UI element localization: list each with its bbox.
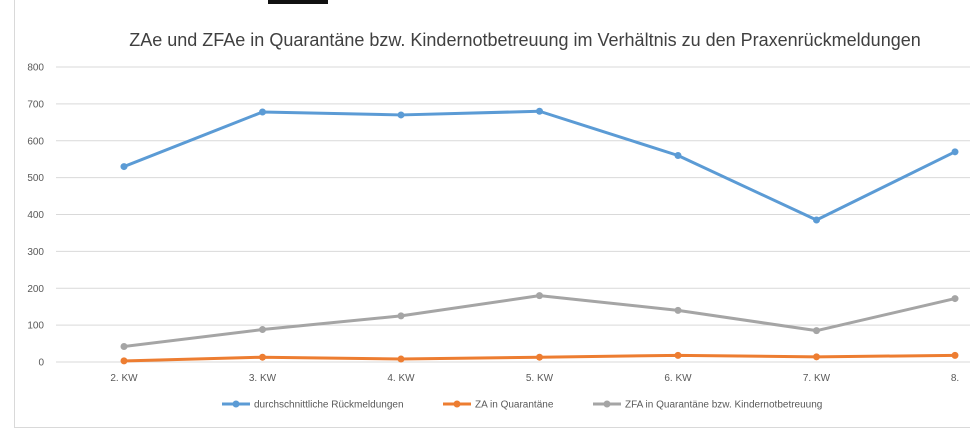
- legend-label: ZFA in Quarantäne bzw. Kindernotbetreuun…: [625, 400, 822, 411]
- data-point: [120, 163, 128, 171]
- data-point: [536, 107, 543, 115]
- x-tick-label: 7. KW: [803, 373, 831, 384]
- y-axis-ticks: 0 100 200 300 400 500 600 700 800: [27, 63, 44, 369]
- data-point: [397, 111, 405, 119]
- x-tick-label: 2. KW: [110, 373, 138, 384]
- x-tick-label: 8.: [951, 373, 959, 384]
- x-axis-ticks: 2. KW 3. KW 4. KW 5. KW 6. KW 7. KW 8.: [110, 373, 959, 384]
- legend: durchschnittliche Rückmeldungen ZA in Qua…: [222, 400, 822, 411]
- data-point: [259, 326, 266, 334]
- y-tick-label: 300: [27, 247, 44, 258]
- data-point: [536, 292, 543, 300]
- y-tick-label: 600: [27, 136, 44, 147]
- data-point: [397, 312, 405, 320]
- gridlines: [56, 66, 970, 363]
- data-point: [813, 327, 820, 335]
- series-lines: [120, 107, 959, 365]
- data-point: [951, 295, 959, 303]
- legend-swatch-marker: [232, 400, 240, 408]
- legend-swatch-marker: [603, 400, 611, 408]
- data-point: [813, 216, 820, 224]
- data-point: [674, 351, 682, 359]
- y-tick-label: 400: [27, 210, 44, 221]
- data-point: [674, 306, 682, 314]
- x-tick-label: 6. KW: [664, 373, 692, 384]
- series-line: [123, 294, 956, 349]
- y-tick-label: 800: [27, 63, 44, 74]
- data-point: [536, 353, 543, 361]
- data-point: [397, 355, 405, 363]
- x-tick-label: 4. KW: [387, 373, 415, 384]
- data-point: [813, 353, 820, 361]
- legend-label: ZA in Quarantäne: [475, 400, 554, 411]
- y-tick-label: 700: [27, 99, 44, 110]
- data-point: [259, 108, 266, 116]
- y-tick-label: 0: [38, 358, 44, 369]
- x-tick-label: 3. KW: [249, 373, 277, 384]
- data-point: [674, 152, 682, 159]
- chart-title: ZAe und ZFAe in Quarantäne bzw. Kinderno…: [129, 30, 921, 50]
- data-point: [120, 357, 128, 365]
- data-point: [259, 353, 266, 361]
- legend-swatch-marker: [453, 400, 461, 408]
- y-tick-label: 100: [27, 321, 44, 332]
- y-tick-label: 500: [27, 173, 44, 184]
- data-point: [120, 343, 128, 351]
- x-tick-label: 5. KW: [526, 373, 554, 384]
- series-line: [123, 109, 956, 222]
- legend-label: durchschnittliche Rückmeldungen: [254, 400, 404, 411]
- data-point: [951, 148, 959, 156]
- data-point: [951, 351, 959, 359]
- y-tick-label: 200: [27, 284, 44, 295]
- window-edge-bar: [268, 0, 328, 4]
